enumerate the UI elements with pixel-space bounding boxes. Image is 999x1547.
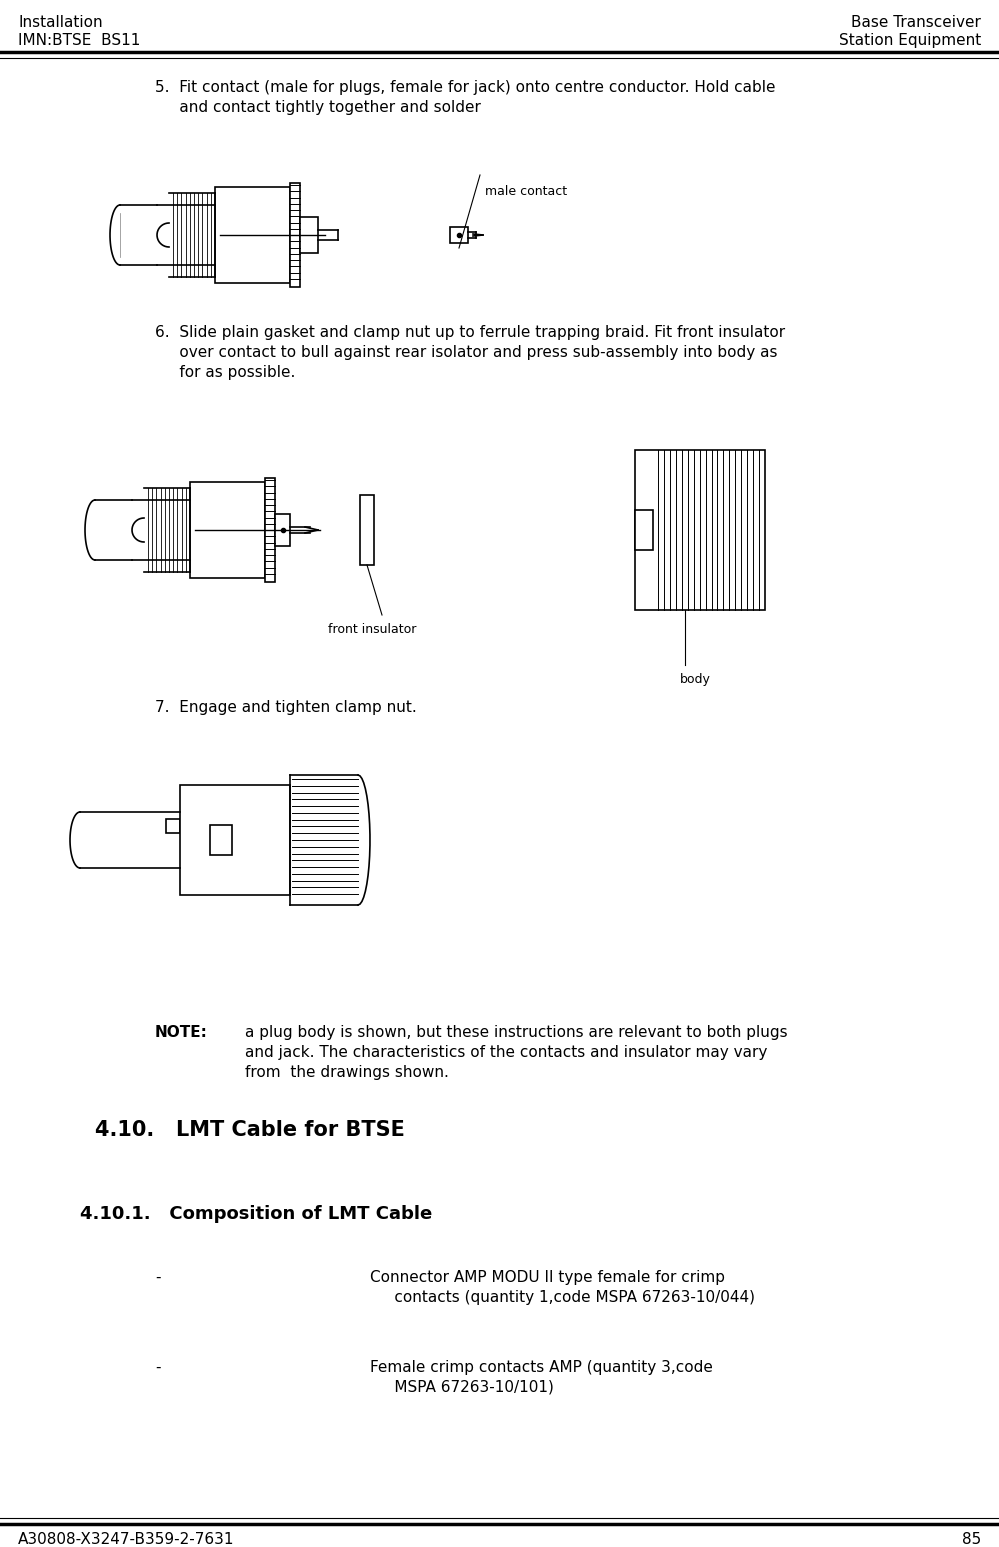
Bar — [290, 183, 300, 288]
Bar — [210, 825, 232, 855]
Bar — [300, 217, 318, 254]
Bar — [166, 818, 180, 832]
Text: 5.  Fit contact (male for plugs, female for jack) onto centre conductor. Hold ca: 5. Fit contact (male for plugs, female f… — [155, 80, 775, 94]
Bar — [275, 514, 290, 546]
Text: front insulator: front insulator — [328, 623, 417, 636]
Text: male contact: male contact — [485, 186, 567, 198]
Text: 4.10.1.   Composition of LMT Cable: 4.10.1. Composition of LMT Cable — [80, 1205, 433, 1224]
Text: Female crimp contacts AMP (quantity 3,code: Female crimp contacts AMP (quantity 3,co… — [370, 1360, 713, 1375]
Text: 85: 85 — [962, 1532, 981, 1547]
Text: over contact to bull against rear isolator and press sub-assembly into body as: over contact to bull against rear isolat… — [155, 345, 777, 360]
Text: for as possible.: for as possible. — [155, 365, 296, 381]
Text: MSPA 67263-10/101): MSPA 67263-10/101) — [370, 1380, 553, 1395]
Text: contacts (quantity 1,code MSPA 67263-10/044): contacts (quantity 1,code MSPA 67263-10/… — [370, 1290, 755, 1306]
Text: and contact tightly together and solder: and contact tightly together and solder — [155, 101, 481, 114]
Bar — [180, 784, 290, 896]
Bar — [190, 483, 265, 579]
Text: Base Transceiver: Base Transceiver — [851, 15, 981, 29]
Text: Connector AMP MODU II type female for crimp: Connector AMP MODU II type female for cr… — [370, 1270, 725, 1286]
Bar — [360, 495, 374, 565]
Text: IMN:BTSE  BS11: IMN:BTSE BS11 — [18, 32, 141, 48]
Text: from  the drawings shown.: from the drawings shown. — [245, 1064, 449, 1080]
Text: 7.  Engage and tighten clamp nut.: 7. Engage and tighten clamp nut. — [155, 699, 417, 715]
Bar — [635, 450, 765, 610]
Text: 6.  Slide plain gasket and clamp nut up to ferrule trapping braid. Fit front ins: 6. Slide plain gasket and clamp nut up t… — [155, 325, 785, 340]
Text: and jack. The characteristics of the contacts and insulator may vary: and jack. The characteristics of the con… — [245, 1046, 767, 1060]
Text: -: - — [155, 1360, 161, 1375]
Text: -: - — [155, 1270, 161, 1286]
Bar — [265, 478, 275, 582]
Text: Station Equipment: Station Equipment — [839, 32, 981, 48]
Text: Installation: Installation — [18, 15, 103, 29]
Bar — [215, 187, 290, 283]
Text: a plug body is shown, but these instructions are relevant to both plugs: a plug body is shown, but these instruct… — [245, 1026, 787, 1040]
Text: 4.10.   LMT Cable for BTSE: 4.10. LMT Cable for BTSE — [95, 1120, 405, 1140]
Text: NOTE:: NOTE: — [155, 1026, 208, 1040]
Text: body: body — [679, 673, 710, 685]
Bar — [450, 227, 468, 243]
Bar — [635, 511, 653, 551]
Text: A30808-X3247-B359-2-7631: A30808-X3247-B359-2-7631 — [18, 1532, 235, 1547]
